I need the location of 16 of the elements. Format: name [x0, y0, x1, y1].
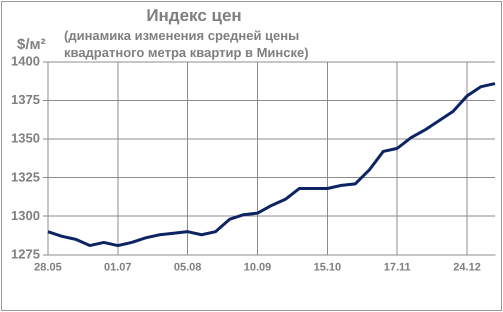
y-tick-label: 1400 — [11, 54, 40, 69]
x-tick-label: 15.10 — [314, 261, 342, 274]
y-tick-label: 1325 — [11, 169, 40, 184]
x-tick-label: 01.07 — [104, 261, 132, 274]
chart-subtitle: (динамика изменения средней цены квадратного метра квартир в Минске) — [64, 27, 310, 61]
y-axis-title: $/м² — [17, 36, 46, 53]
x-tick-label: 28.05 — [34, 261, 62, 274]
y-tick-label: 1375 — [11, 92, 40, 108]
x-tick-label: 24.12 — [453, 261, 481, 274]
y-tick-label: 1300 — [11, 208, 40, 223]
y-tick-label: 1275 — [11, 246, 40, 262]
x-tick-label: 17.11 — [384, 261, 411, 274]
chart-title: Индекс цен — [145, 6, 243, 26]
y-tick-label: 1350 — [11, 130, 40, 146]
x-tick-label: 05.08 — [174, 261, 202, 274]
x-tick-label: 10.09 — [244, 261, 272, 274]
